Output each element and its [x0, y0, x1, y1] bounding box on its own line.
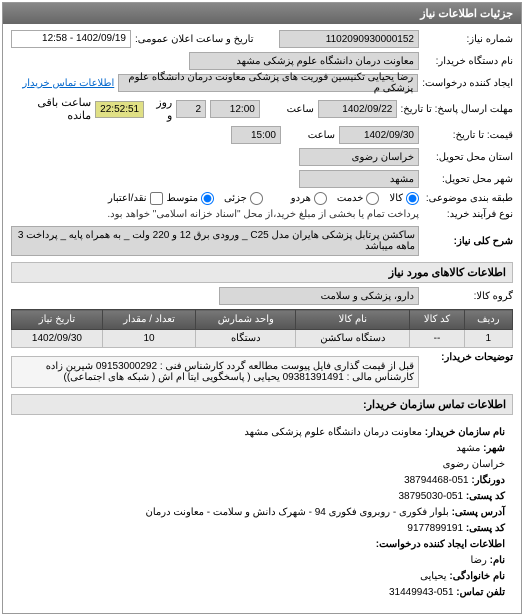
radio-part-input[interactable]	[250, 192, 263, 205]
td-name: دستگاه ساکشن	[296, 330, 410, 348]
contact-link[interactable]: اطلاعات تماس خریدار	[22, 78, 114, 89]
province-field: خراسان رضوی	[299, 148, 419, 166]
title-label: شرح کلی نیاز:	[423, 236, 513, 247]
goods-group-label: گروه کالا:	[423, 291, 513, 302]
c-city: مشهد	[456, 443, 480, 454]
radio-part[interactable]: جزئی	[224, 192, 263, 205]
buyer-org-label: نام دستگاه خریدار:	[423, 56, 513, 67]
table-header-row: ردیف کد کالا نام کالا واحد شمارش تعداد /…	[12, 310, 513, 330]
th-name: نام کالا	[296, 310, 410, 330]
req-no-field: 1102090930000152	[279, 30, 419, 48]
goods-group-field: دارو، پزشکی و سلامت	[219, 287, 419, 305]
creator-field: رضا یحیایی تکنیسین فوریت های پزشکی معاون…	[118, 74, 418, 92]
c-address: بلوار فکوری - روبروی فکوری 94 - شهرک دان…	[146, 507, 449, 518]
province-label: استان محل تحویل:	[423, 152, 513, 163]
deadline-days: 2	[176, 100, 206, 118]
c-family-label: نام خانوادگی:	[449, 571, 505, 582]
c-org-label: نام سازمان خریدار:	[425, 427, 505, 438]
th-code: کد کالا	[410, 310, 464, 330]
price-time-label: ساعت	[285, 130, 335, 141]
c-family: یحیایی	[420, 571, 446, 582]
payment-desc: پرداخت تمام یا بخشی از مبلغ خرید،از محل …	[107, 209, 419, 220]
deadline-date: 1402/09/22	[318, 100, 398, 118]
timer: 22:52:51	[95, 101, 144, 118]
payment-note-label: نوع فرآیند خرید:	[423, 209, 513, 220]
c-phone-label: تلفن تماس:	[456, 587, 505, 598]
radio-goods-input[interactable]	[406, 192, 419, 205]
c-province: خراسان رضوی	[443, 459, 505, 470]
radio-goods[interactable]: کالا	[389, 192, 419, 205]
c-fax-label: دورنگار:	[471, 475, 505, 486]
announce-label: تاریخ و ساعت اعلان عمومی:	[135, 34, 254, 45]
td-unit: دستگاه	[196, 330, 296, 348]
th-qty: تعداد / مقدار	[102, 310, 195, 330]
contact-section-title: اطلاعات تماس سازمان خریدار:	[11, 394, 513, 415]
details-panel: جزئیات اطلاعات نیاز شماره نیاز: 11020909…	[2, 2, 522, 614]
td-date: 1402/09/30	[12, 330, 103, 348]
c-name-label: نام:	[490, 555, 505, 566]
req-no-label: شماره نیاز:	[423, 34, 513, 45]
contact-section: نام سازمان خریدار: معاونت درمان دانشگاه …	[11, 419, 513, 607]
creator-label: ایجاد کننده درخواست:	[422, 78, 513, 89]
credit-checkbox[interactable]: نقد/اعتبار	[108, 192, 163, 205]
desc-box: قبل از قیمت گذاری فایل پیوست مطالعه گردد…	[11, 356, 419, 388]
c-name: رضا	[470, 555, 486, 566]
c-postal2-label: کد پستی:	[466, 523, 505, 534]
budget-radio-group: کالا خدمت هردو	[291, 192, 419, 205]
td-rownum: 1	[464, 330, 512, 348]
c-postal-label: کد پستی:	[466, 491, 505, 502]
th-date: تاریخ نیاز	[12, 310, 103, 330]
goods-section-title: اطلاعات کالاهای مورد نیاز	[11, 262, 513, 283]
desc-label: توضیحات خریدار:	[423, 352, 513, 363]
c-city-label: شهر:	[483, 443, 505, 454]
c-reqcreator-label: اطلاعات ایجاد کننده درخواست:	[376, 539, 505, 550]
c-address-label: آدرس پستی:	[452, 507, 505, 518]
c-phone: 051-31449943	[389, 587, 454, 598]
price-date: 1402/09/30	[339, 126, 419, 144]
c-org: معاونت درمان دانشگاه علوم پزشکی مشهد	[244, 427, 422, 438]
size-radio-group: جزئی متوسط	[167, 192, 263, 205]
city-label: شهر محل تحویل:	[423, 174, 513, 185]
td-qty: 10	[102, 330, 195, 348]
price-label: قیمت: تا تاریخ:	[423, 130, 513, 141]
announce-field: 1402/09/19 - 12:58	[11, 30, 131, 48]
c-postal2: 9177899191	[407, 523, 463, 534]
credit-checkbox-input[interactable]	[150, 192, 163, 205]
deadline-time-label: ساعت	[264, 104, 314, 115]
radio-mid[interactable]: متوسط	[167, 192, 214, 205]
radio-service[interactable]: خدمت	[337, 192, 380, 205]
remaining-label: ساعت باقی مانده	[11, 96, 91, 122]
c-fax: 051-38794468	[404, 475, 469, 486]
table-row[interactable]: 1 -- دستگاه ساکشن دستگاه 10 1402/09/30	[12, 330, 513, 348]
form-body: شماره نیاز: 1102090930000152 تاریخ و ساع…	[3, 24, 521, 613]
city-field: مشهد	[299, 170, 419, 188]
radio-both-input[interactable]	[314, 192, 327, 205]
radio-service-input[interactable]	[366, 192, 379, 205]
price-time: 15:00	[231, 126, 281, 144]
buyer-org-field: معاونت درمان دانشگاه علوم پزشکی مشهد	[189, 52, 419, 70]
goods-table: ردیف کد کالا نام کالا واحد شمارش تعداد /…	[11, 309, 513, 348]
c-postal: 051-38795030	[399, 491, 464, 502]
th-unit: واحد شمارش	[196, 310, 296, 330]
radio-both[interactable]: هردو	[291, 192, 327, 205]
title-field: ساکشن پرتابل پزشکی هایران مدل C25 _ ورود…	[11, 226, 419, 256]
days-label: روز و	[148, 96, 172, 122]
panel-title: جزئیات اطلاعات نیاز	[3, 3, 521, 24]
deadline-time: 12:00	[210, 100, 260, 118]
th-rownum: ردیف	[464, 310, 512, 330]
budget-label: طبقه بندی موضوعی:	[423, 193, 513, 204]
td-code: --	[410, 330, 464, 348]
deadline-label: مهلت ارسال پاسخ: تا تاریخ:	[401, 104, 513, 115]
radio-mid-input[interactable]	[201, 192, 214, 205]
